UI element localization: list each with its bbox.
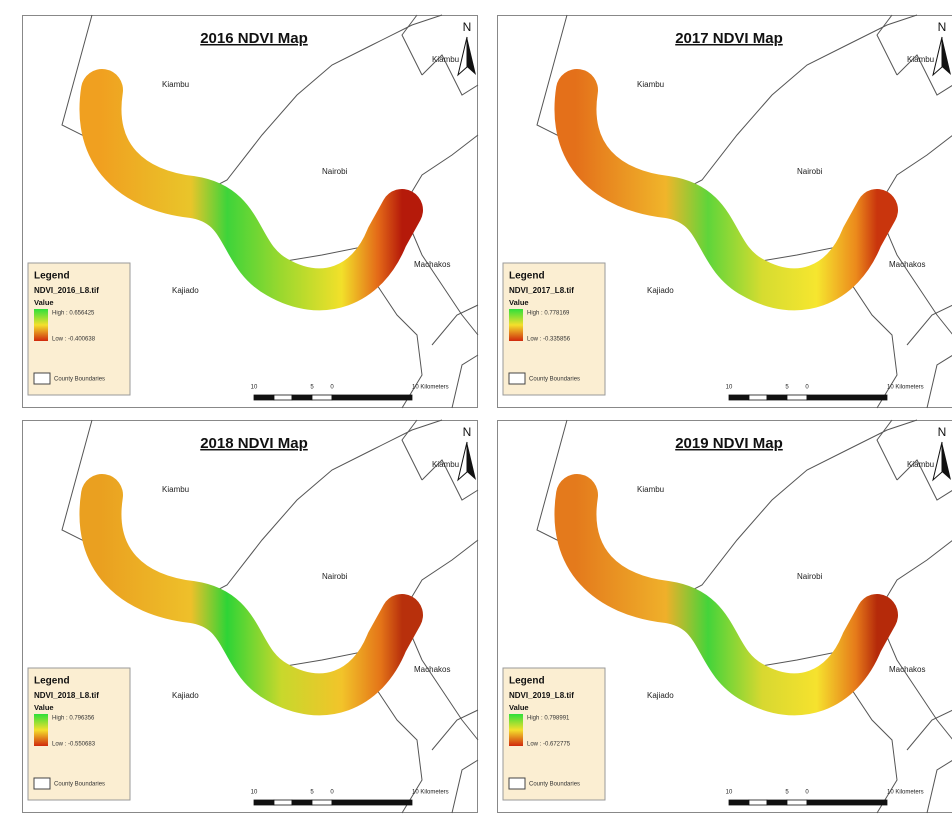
map-panel: 2018 NDVI Map N Kiambu Nairobi Machakos Kajia… <box>23 420 479 813</box>
legend-low: Low : -0.550683 <box>52 742 96 748</box>
legend-layer: NDVI_2016_L8.tif <box>34 286 99 295</box>
map-title: 2018 NDVI Map <box>200 435 308 452</box>
county-label: Kajiado <box>647 691 674 700</box>
scale-bar-segment <box>254 800 274 805</box>
county-label: Nairobi <box>797 572 823 581</box>
county-label: Machakos <box>414 260 450 269</box>
legend-layer: NDVI_2018_L8.tif <box>34 691 99 700</box>
scale-bar-segment <box>729 395 749 400</box>
scale-bar-segment <box>274 800 292 805</box>
county-label: Kiambu <box>907 55 934 64</box>
scale-bar-segment <box>292 395 312 400</box>
county-label: Kiambu <box>162 80 189 89</box>
scale-bar-segment <box>292 800 312 805</box>
legend-high: High : 0.656425 <box>52 311 95 317</box>
legend-low: Low : -0.400638 <box>52 337 96 343</box>
scale-bar-segment <box>274 395 292 400</box>
legend-boundaries: County Boundaries <box>54 377 105 383</box>
county-label: Kiambu <box>637 80 664 89</box>
scale-label: 10 <box>726 385 733 391</box>
legend-boundary-swatch <box>509 373 525 384</box>
county-label: Kiambu <box>432 460 459 469</box>
legend-high: High : 0.796356 <box>52 716 95 722</box>
legend-layer: NDVI_2017_L8.tif <box>509 286 574 295</box>
map-panel: 2016 NDVI Map N Kiambu Nairobi Machakos Kajia… <box>23 15 479 408</box>
legend-low: Low : -0.672775 <box>527 742 571 748</box>
legend-boundary-swatch <box>34 373 50 384</box>
scale-bar-segment <box>767 800 787 805</box>
county-label: Kajiado <box>647 286 674 295</box>
north-label: N <box>938 20 947 34</box>
county-label: Kiambu <box>637 485 664 494</box>
scale-bar-segment <box>254 395 274 400</box>
county-label: Machakos <box>414 665 450 674</box>
scale-bar-segment <box>332 800 412 805</box>
scale-label: 10 <box>251 790 258 796</box>
north-label: N <box>938 425 947 439</box>
map-figure: 2016 NDVI Map N Kiambu Nairobi Machakos Kajia… <box>0 0 952 828</box>
county-label: Kajiado <box>172 691 199 700</box>
map-panel: 2017 NDVI Map N Kiambu Nairobi Machakos Kajia… <box>498 15 952 408</box>
north-label: N <box>463 425 472 439</box>
county-label: Nairobi <box>322 572 348 581</box>
legend-value: Value <box>34 298 54 307</box>
scale-bar-segment <box>729 800 749 805</box>
legend: Legend NDVI_2017_L8.tif Value High : 0.7781… <box>503 263 605 395</box>
legend-ramp <box>509 309 523 341</box>
legend-heading: Legend <box>34 271 70 282</box>
map-panel: 2019 NDVI Map N Kiambu Nairobi Machakos Kajia… <box>498 420 952 813</box>
scale-bar-segment <box>749 395 767 400</box>
map-title: 2016 NDVI Map <box>200 30 308 47</box>
legend-ramp <box>34 714 48 746</box>
county-label: Machakos <box>889 665 925 674</box>
legend: Legend NDVI_2019_L8.tif Value High : 0.7989… <box>503 668 605 800</box>
county-label: Kiambu <box>907 460 934 469</box>
scale-label: 10 Kilometers <box>412 790 449 796</box>
legend-boundaries: County Boundaries <box>529 782 580 788</box>
scale-bar-segment <box>312 395 332 400</box>
scale-label: 10 Kilometers <box>887 385 924 391</box>
legend-boundaries: County Boundaries <box>54 782 105 788</box>
scale-bar-segment <box>312 800 332 805</box>
legend-value: Value <box>509 298 529 307</box>
legend-value: Value <box>509 703 529 712</box>
county-label: Kiambu <box>162 485 189 494</box>
scale-label: 10 <box>726 790 733 796</box>
figure: 2016 NDVI Map N Kiambu Nairobi Machakos Kajia… <box>0 0 952 828</box>
scale-label: 10 <box>251 385 258 391</box>
scale-bar-segment <box>332 395 412 400</box>
scale-bar-segment <box>807 395 887 400</box>
scale-bar-segment <box>787 395 807 400</box>
county-label: Nairobi <box>797 167 823 176</box>
map-title: 2019 NDVI Map <box>675 435 783 452</box>
scale-bar-segment <box>807 800 887 805</box>
scale-bar-segment <box>767 395 787 400</box>
county-label: Kiambu <box>432 55 459 64</box>
legend-heading: Legend <box>509 271 545 282</box>
legend: Legend NDVI_2018_L8.tif Value High : 0.7963… <box>28 668 130 800</box>
legend-high: High : 0.778169 <box>527 311 570 317</box>
north-label: N <box>463 20 472 34</box>
county-label: Kajiado <box>172 286 199 295</box>
legend-boundaries: County Boundaries <box>529 377 580 383</box>
legend-ramp <box>509 714 523 746</box>
legend-boundary-swatch <box>34 778 50 789</box>
legend-ramp <box>34 309 48 341</box>
scale-bar-segment <box>787 800 807 805</box>
county-label: Machakos <box>889 260 925 269</box>
map-title: 2017 NDVI Map <box>675 30 783 47</box>
scale-label: 10 Kilometers <box>412 385 449 391</box>
legend-high: High : 0.798991 <box>527 716 570 722</box>
legend-heading: Legend <box>509 676 545 687</box>
legend-layer: NDVI_2019_L8.tif <box>509 691 574 700</box>
legend: Legend NDVI_2016_L8.tif Value High : 0.6564… <box>28 263 130 395</box>
scale-bar-segment <box>749 800 767 805</box>
legend-value: Value <box>34 703 54 712</box>
scale-label: 10 Kilometers <box>887 790 924 796</box>
legend-boundary-swatch <box>509 778 525 789</box>
legend-heading: Legend <box>34 676 70 687</box>
county-label: Nairobi <box>322 167 348 176</box>
legend-low: Low : -0.335856 <box>527 337 571 343</box>
